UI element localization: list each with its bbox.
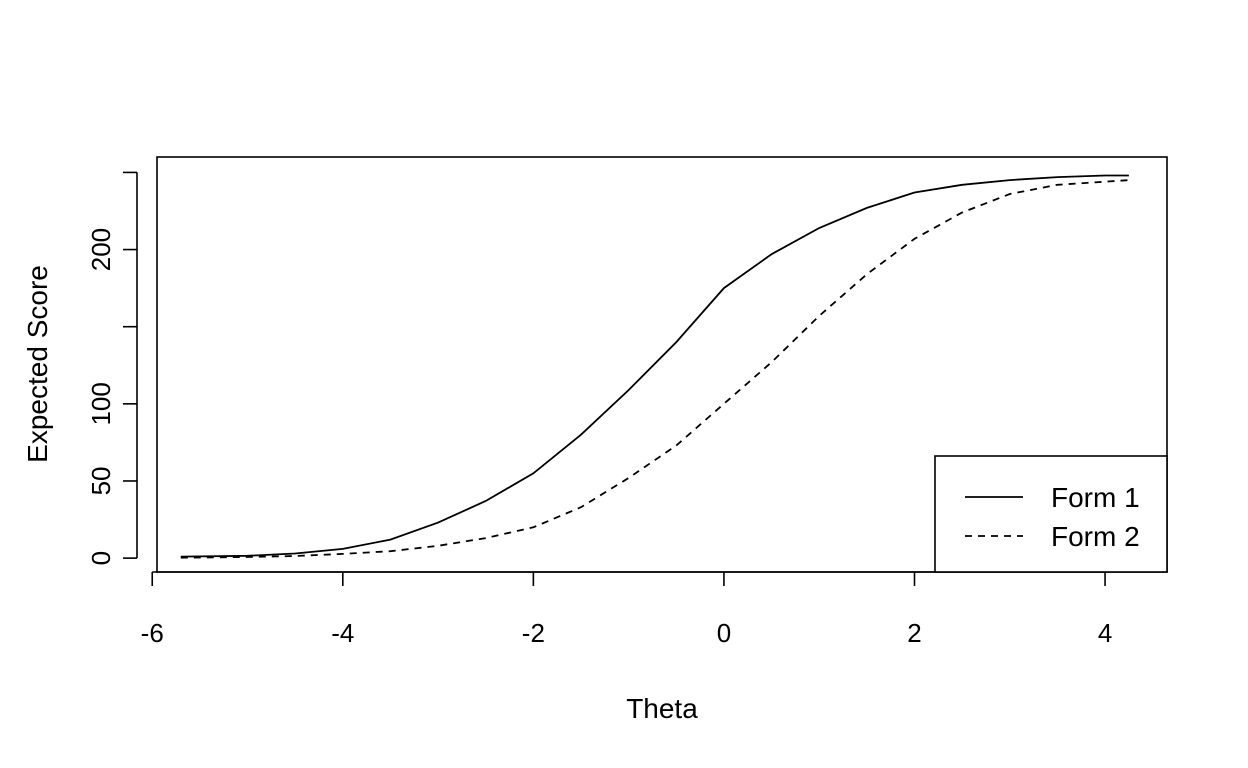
x-tick-label: -4 [331,618,354,648]
x-axis-title: Theta [626,693,698,724]
x-tick-label: -6 [141,618,164,648]
x-tick-label: 2 [907,618,921,648]
legend-label: Form 2 [1051,521,1140,552]
series-line-1 [180,174,1129,558]
y-tick-label: 200 [86,228,116,271]
series-line-2 [180,179,1129,559]
x-tick-label: 4 [1098,618,1112,648]
legend-label: Form 1 [1051,482,1140,513]
y-tick-label: 50 [86,467,116,496]
x-tick-label: 0 [717,618,731,648]
x-axis: -6 -4 -2 0 2 4 [141,571,1112,648]
y-axis: 0 50 100 200 [86,171,138,565]
legend: Form 1 Form 2 [934,455,1168,573]
series-layer [180,174,1129,559]
y-tick-label: 0 [86,551,116,565]
y-axis-title: Expected Score [22,265,53,463]
x-tick-label: -2 [522,618,545,648]
legend-box [934,455,1168,573]
y-tick-label: 100 [86,382,116,425]
